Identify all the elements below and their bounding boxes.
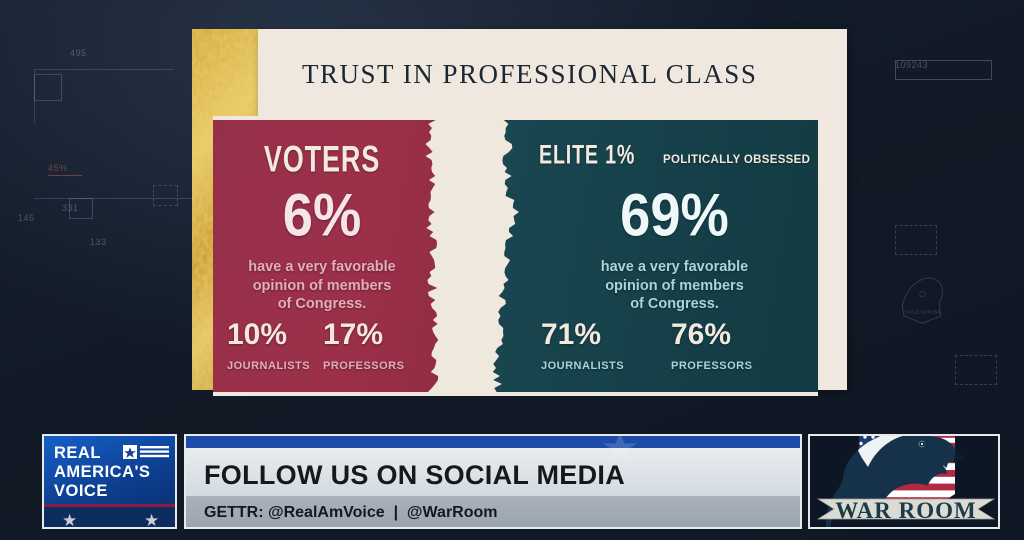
svg-text:WAR ROOM: WAR ROOM bbox=[905, 309, 940, 316]
